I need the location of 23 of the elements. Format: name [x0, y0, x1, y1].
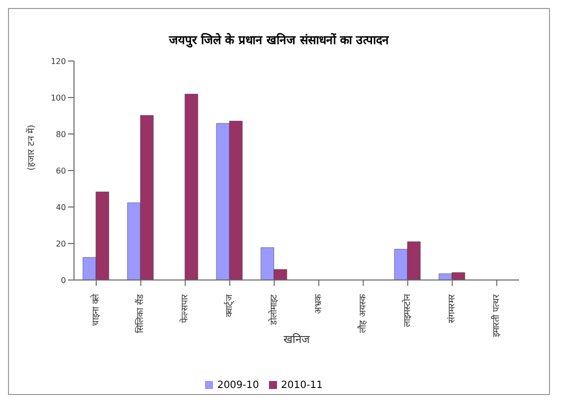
- x-tick-label: संगमरमर: [446, 294, 458, 323]
- x-tick-label: क्वार्ट्ज: [222, 294, 235, 317]
- y-tick-label: 20: [56, 239, 66, 248]
- y-axis-title: (हजार टन में): [25, 124, 38, 170]
- x-axis-title: खनिज: [284, 333, 310, 346]
- y-tick-label: 100: [50, 93, 66, 102]
- x-tick-label: डोलोमाइट: [267, 294, 280, 326]
- x-tick-label: लाइमस्टोन: [400, 293, 413, 327]
- x-tick-label: इमारती पत्थर: [490, 294, 502, 337]
- y-tick-label: 60: [56, 166, 66, 176]
- y-tick-label: 80: [56, 130, 66, 139]
- x-tick-label: लौह अयस्क: [356, 293, 368, 333]
- x-tick-label: अभ्रक: [314, 293, 324, 314]
- x-tick-label: सिलिका सैंड: [134, 294, 146, 333]
- y-tick-label: 40: [56, 202, 66, 212]
- bar: [184, 94, 198, 280]
- chart-title: जयपुर जिले के प्रधान खनिज संसाधनों का उत्पादन: [168, 32, 390, 50]
- x-tick-label: चाइना क्ले: [89, 293, 102, 326]
- legend-label: 2009-10: [217, 380, 259, 391]
- y-tick-label: 120: [50, 56, 66, 66]
- y-tick-label: 0: [60, 276, 66, 285]
- legend-label: 2010-11: [281, 380, 323, 391]
- x-tick-label: फेल्सपार: [178, 294, 190, 323]
